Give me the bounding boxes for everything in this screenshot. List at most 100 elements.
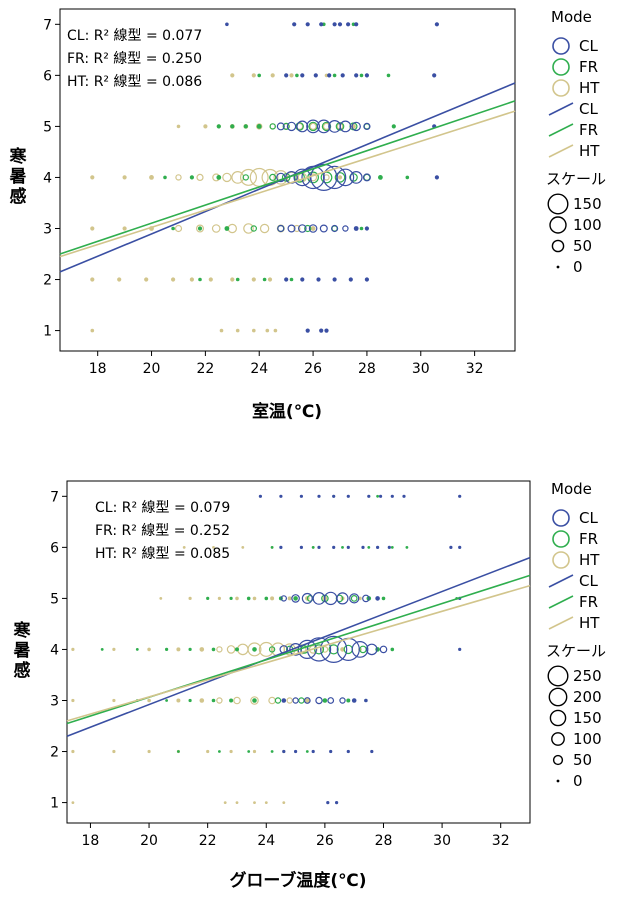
data-point-cl: [342, 225, 349, 232]
data-point-ht: [188, 596, 192, 600]
data-point-fr: [216, 175, 222, 180]
x-tick-label: 24: [250, 361, 268, 377]
data-point-ht: [176, 647, 181, 652]
data-point-ht: [233, 696, 241, 705]
data-point-cl: [315, 696, 323, 705]
data-point-fr: [206, 596, 210, 600]
y-tick-label: 5: [43, 119, 52, 135]
data-point-cl: [276, 172, 286, 183]
legend: Mode CL FR HT CL FR HT スケール 250 200 150 100 50 0: [546, 480, 606, 790]
data-point-ht: [259, 223, 270, 234]
legend-title: Mode: [551, 480, 592, 498]
data-point-cl: [276, 122, 285, 131]
y-axis-title-char: 寒: [14, 620, 31, 641]
data-point-ht: [203, 124, 208, 129]
data-point-ht: [240, 168, 258, 186]
data-point-cl: [316, 119, 331, 134]
data-point-cl: [332, 22, 337, 27]
y-tick-label: 5: [50, 591, 59, 607]
data-point-ht: [189, 277, 194, 282]
data-point-cl: [367, 494, 371, 498]
data-point-cl: [280, 595, 287, 602]
data-point-ht: [252, 749, 257, 754]
data-point-ht: [251, 73, 256, 78]
legend-line-label: CL: [579, 100, 598, 118]
data-point-ht: [251, 277, 256, 282]
data-point-cl: [317, 494, 321, 498]
data-point-fr: [229, 698, 234, 703]
data-point-ht: [229, 749, 233, 754]
data-point-cl: [305, 22, 310, 27]
data-point-ht: [219, 328, 224, 333]
data-point-fr: [177, 750, 180, 753]
r2-annotation-fr: FR: R² 線型 = 0.252: [95, 523, 230, 539]
data-point-fr: [269, 123, 276, 130]
data-point-ht: [282, 801, 286, 804]
data-point-cl: [327, 73, 332, 78]
data-point-ht: [71, 647, 75, 651]
r2-annotations: CL: R² 線型 = 0.079 FR: R² 線型 = 0.252 HT: …: [95, 500, 230, 562]
x-axis-title: 室温(℃): [252, 401, 322, 422]
data-point-cl: [339, 697, 346, 704]
data-point-ht: [256, 123, 263, 130]
r2-annotation-ht: HT: R² 線型 = 0.085: [95, 546, 230, 562]
data-point-cl: [331, 224, 339, 233]
data-point-ht: [176, 124, 181, 129]
data-point-fr: [349, 173, 358, 182]
data-point-ht: [267, 277, 273, 282]
data-point-fr: [198, 277, 202, 282]
data-point-cl: [376, 545, 380, 549]
legend-size-label: 250: [573, 667, 602, 685]
data-point-cl: [458, 545, 462, 549]
legend-line-label: HT: [579, 142, 600, 160]
legend-size-marker: [556, 265, 560, 269]
data-point-cl: [387, 545, 391, 549]
data-point-cl: [348, 277, 353, 282]
data-point-fr: [242, 174, 249, 181]
data-point-ht: [235, 801, 239, 804]
data-point-fr: [350, 594, 358, 602]
data-point-ht: [149, 175, 154, 180]
legend-marker-label: FR: [579, 58, 598, 76]
fit-lines: [59, 82, 516, 273]
data-point-fr: [218, 750, 221, 753]
data-point-fr: [262, 277, 267, 282]
x-tick-label: 30: [433, 833, 451, 849]
data-point-ht: [283, 643, 296, 656]
data-point-fr: [293, 596, 298, 601]
x-axis-title: グローブ温度(℃): [229, 870, 366, 891]
data-point-cl: [319, 224, 328, 233]
data-point-ht: [293, 224, 301, 233]
data-point-ht: [321, 645, 329, 653]
legend-line-cl: [548, 102, 574, 116]
data-point-ht: [122, 226, 127, 231]
data-point-cl: [346, 749, 350, 754]
y-axis-title-char: 寒: [10, 146, 27, 167]
data-point-cl: [458, 494, 462, 498]
data-point-cl: [294, 749, 298, 754]
legend-size-label: 100: [573, 730, 602, 748]
data-point-cl: [339, 120, 352, 133]
data-point-ht: [196, 173, 204, 181]
data-point-ht: [235, 328, 240, 333]
data-point-ht: [241, 546, 245, 549]
y-tick-label: 7: [50, 489, 59, 505]
data-point-cl: [354, 73, 359, 78]
data-point-ht: [90, 277, 95, 282]
data-point-fr: [289, 277, 294, 282]
data-point-fr: [334, 172, 346, 183]
data-point-ht: [216, 646, 223, 653]
data-point-cl: [432, 73, 437, 78]
data-point-fr: [274, 697, 282, 704]
data-point-fr: [346, 698, 351, 703]
data-point-cl: [375, 596, 380, 601]
legend-size-title: スケール: [546, 170, 606, 188]
data-point-cl: [332, 494, 336, 498]
data-point-ht: [264, 801, 268, 804]
legend-size-label: 50: [573, 751, 592, 769]
data-point-ht: [337, 175, 343, 180]
legend-line-fr: [548, 595, 574, 609]
data-point-cl: [349, 593, 360, 604]
data-point-ht: [117, 277, 122, 282]
y-axis-ticks: 1 2 3 4 5 6 7: [50, 489, 67, 812]
